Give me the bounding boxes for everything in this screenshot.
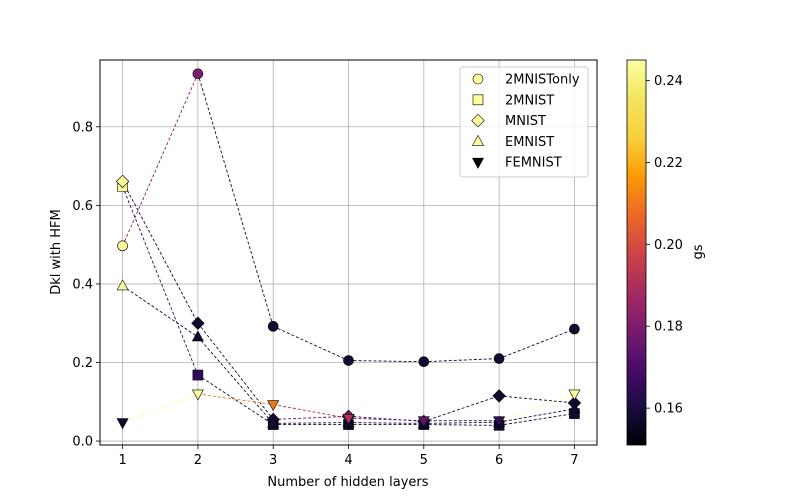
data-point-2mnistonly — [192, 68, 204, 80]
data-point-2mnistonly — [267, 321, 279, 332]
data-point-emnist — [568, 402, 581, 414]
data-point-emnist — [191, 330, 204, 342]
y-axis-ticks: 0.0 0.2 0.4 0.6 0.8 — [72, 120, 100, 450]
y-tick-label: 0.8 — [72, 120, 93, 135]
series-line-segment-mnist — [122, 181, 199, 324]
x-tick-label: 5 — [420, 453, 428, 468]
data-point-emnist — [116, 279, 129, 291]
legend-label: MNIST — [505, 114, 546, 129]
series-line-segment-femnist — [197, 393, 274, 405]
colorbar: 0.16 0.18 0.20 0.22 0.24 gs — [626, 59, 706, 446]
y-tick-label: 0.0 — [72, 435, 93, 450]
x-tick-label: 1 — [118, 453, 126, 468]
series-line-segment-emnist — [122, 285, 199, 338]
data-point-emnist — [267, 416, 280, 428]
legend-label: 2MNISTonly — [505, 73, 580, 88]
legend-marker-2mnist — [472, 94, 484, 106]
legend-marker-2mnistonly — [472, 73, 484, 85]
x-tick-label: 4 — [344, 453, 352, 468]
x-tick-label: 7 — [570, 453, 578, 468]
data-point-mnist — [492, 389, 506, 403]
x-tick-label: 2 — [194, 453, 202, 468]
data-point-femnist — [267, 400, 280, 412]
series-line-segment-emnist — [273, 422, 349, 424]
data-point-femnist — [116, 418, 129, 430]
series-line-segment-emnist — [423, 421, 500, 424]
data-point-2mnistonly — [418, 356, 430, 368]
data-point-femnist — [342, 413, 355, 425]
data-point-mnist — [191, 316, 205, 330]
legend-label: EMNIST — [505, 135, 554, 150]
data-point-femnist — [191, 389, 204, 401]
data-point-2mnistonly — [343, 355, 354, 366]
series-line-segment-mnist — [197, 322, 274, 420]
series-line-segment-mnist — [423, 395, 500, 422]
data-point-femnist — [417, 416, 430, 428]
colorbar-tick-label: 0.16 — [654, 402, 683, 417]
data-point-mnist — [115, 174, 130, 189]
series-line-segment-2mnistonly — [122, 73, 199, 247]
colorbar-tick-label: 0.18 — [654, 320, 683, 335]
y-axis-label: Dkl with HFM — [49, 209, 64, 294]
series-line-segment-2mnistonly — [423, 358, 500, 363]
series-line-segment-emnist — [499, 408, 575, 423]
x-tick-label: 6 — [495, 453, 503, 468]
data-point-2mnistonly — [569, 323, 580, 335]
legend-marker-femnist — [471, 157, 485, 169]
colorbar-gradient — [626, 59, 647, 446]
data-point-femnist — [493, 416, 506, 428]
legend-box — [459, 66, 589, 178]
series-line-segment-2mnist — [197, 374, 274, 425]
data-point-2mnistonly — [493, 353, 505, 364]
series-lines — [122, 73, 575, 426]
legend: 2MNISTonly 2MNIST MNIST EMNIST FEMNIST — [459, 66, 589, 178]
series-line-segment-2mnistonly — [197, 73, 274, 327]
x-tick-label: 3 — [269, 453, 277, 468]
data-point-femnist — [568, 389, 581, 401]
y-tick-label: 0.2 — [72, 356, 93, 371]
colorbar-tick-label: 0.24 — [654, 74, 683, 89]
series-line-segment-femnist — [348, 417, 424, 422]
series-line-segment-2mnistonly — [273, 325, 349, 361]
series-line-segment-emnist — [348, 422, 424, 424]
y-tick-label: 0.6 — [72, 199, 93, 214]
data-points — [115, 68, 582, 431]
series-line-segment-2mnist — [122, 186, 199, 376]
legend-marker-mnist — [471, 113, 485, 128]
series-line-segment-emnist — [197, 336, 274, 424]
series-line-segment-2mnist — [423, 424, 500, 426]
colorbar-tick-label: 0.20 — [654, 238, 683, 253]
y-tick-label: 0.4 — [72, 277, 93, 292]
series-line-segment-2mnistonly — [498, 328, 575, 359]
data-point-2mnist — [192, 369, 204, 381]
legend-label: FEMNIST — [505, 156, 562, 171]
colorbar-tick-label: 0.22 — [654, 156, 683, 171]
legend-label: 2MNIST — [505, 93, 554, 108]
series-line-segment-mnist — [499, 395, 575, 404]
legend-marker-emnist — [471, 134, 485, 146]
data-point-2mnistonly — [117, 240, 128, 252]
series-line-segment-femnist — [273, 404, 349, 419]
series-line-segment-femnist — [498, 393, 575, 422]
x-axis-ticks: 1 2 3 4 5 6 7 — [118, 445, 579, 468]
x-axis-label: Number of hidden layers — [267, 475, 428, 490]
series-line-segment-2mnist — [499, 413, 575, 426]
series-line-segment-mnist — [273, 415, 349, 420]
colorbar-label: gs — [691, 244, 706, 259]
series-line-segment-femnist — [122, 393, 199, 424]
series-line-segment-2mnistonly — [348, 360, 424, 363]
